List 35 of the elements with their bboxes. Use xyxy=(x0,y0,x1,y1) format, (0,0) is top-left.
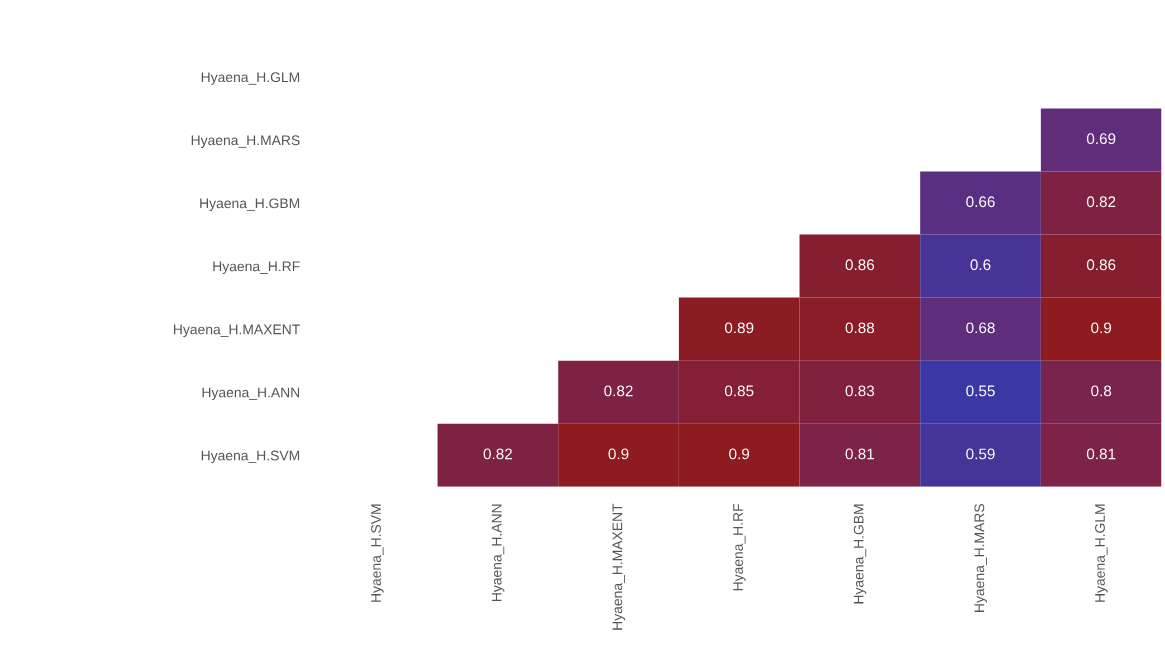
data-label: 0.82 xyxy=(1086,196,1116,208)
x-tick-label: Hyaena_H.ANN xyxy=(491,504,505,602)
data-label: 0.86 xyxy=(1086,259,1116,271)
y-tick-label: Hyaena_H.ANN xyxy=(202,387,300,401)
data-label: 0.9 xyxy=(729,448,750,460)
data-label: 0.6 xyxy=(970,259,991,271)
data-label: 0.81 xyxy=(1086,448,1116,460)
data-label: 0.82 xyxy=(604,385,633,397)
y-tick-label: Hyaena_H.RF xyxy=(213,261,300,274)
x-tick-label: Hyaena_H.MARS xyxy=(974,504,987,612)
data-label: 0.81 xyxy=(845,448,874,460)
data-label: 0.89 xyxy=(724,322,754,334)
y-tick-label: Hyaena_H.MARS xyxy=(191,135,300,148)
y-tick-label: Hyaena_H.GLM xyxy=(201,72,300,85)
x-tick-label: Hyaena_H.RF xyxy=(733,503,746,591)
data-label: 0.9 xyxy=(1091,322,1112,334)
x-tick-label: Hyaena_H.MAXENT xyxy=(612,503,626,630)
data-label: 0.59 xyxy=(966,448,995,460)
data-label: 0.83 xyxy=(845,385,875,397)
data-label: 0.82 xyxy=(483,448,512,460)
data-label: 0.85 xyxy=(724,385,754,397)
y-tick-label: Hyaena_H.SVM xyxy=(201,450,300,464)
data-label: 0.88 xyxy=(845,322,875,334)
x-tick-label: Hyaena_H.GBM xyxy=(853,504,867,604)
y-tick-label: Hyaena_H.GBM xyxy=(200,198,300,211)
x-tick-label: Hyaena_H.SVM xyxy=(371,504,384,602)
data-label: 0.69 xyxy=(1086,133,1116,145)
data-label: 0.8 xyxy=(1091,385,1112,397)
data-label: 0.86 xyxy=(845,259,875,271)
data-label: 0.9 xyxy=(608,448,629,460)
y-tick-label: Hyaena_H.MAXENT xyxy=(174,324,300,338)
data-label: 0.66 xyxy=(966,196,995,208)
data-label: 0.55 xyxy=(966,385,995,397)
data-label: 0.68 xyxy=(966,322,995,334)
x-tick-label: Hyaena_H.GLM xyxy=(1095,504,1108,602)
